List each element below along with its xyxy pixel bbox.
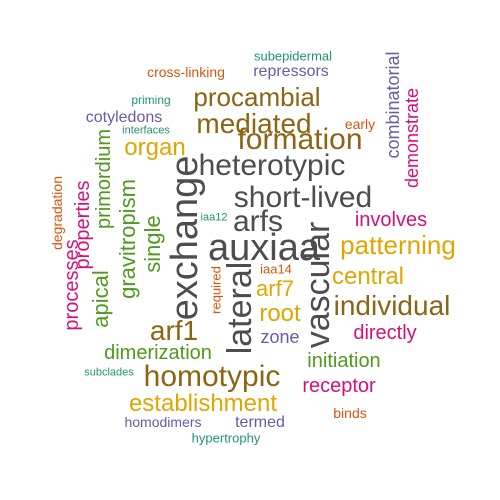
word-subclades: subclades: [84, 366, 134, 379]
word-combinatorial: combinatorial: [383, 51, 403, 159]
word-arfs: arfs: [232, 205, 284, 238]
word-hypertrophy: hypertrophy: [191, 430, 261, 446]
word-central: central: [331, 263, 405, 290]
word-vascular: vascular: [299, 221, 337, 349]
word-iaa12: iaa12: [200, 211, 228, 224]
word-interfaces: interfaces: [122, 124, 170, 137]
word-heterotypic: heterotypic: [198, 149, 346, 182]
word-zone: zone: [260, 327, 300, 347]
word-patterning: patterning: [340, 230, 456, 260]
word-gravitropism: gravitropism: [115, 179, 140, 299]
word-homotypic: homotypic: [143, 360, 281, 393]
word-degradation: degradation: [49, 176, 65, 250]
word-binds: binds: [333, 405, 367, 421]
word-early: early: [344, 116, 376, 132]
word-formation: formation: [237, 123, 363, 156]
word-homodimers: homodimers: [124, 414, 202, 430]
word-cotyledons: cotyledons: [85, 109, 163, 126]
word-directly: directly: [353, 322, 417, 344]
word-involves: involves: [354, 209, 428, 231]
word-auxiaa: auxiaa: [208, 227, 320, 269]
word-demonstrate: demonstrate: [402, 87, 422, 189]
word-required: required: [208, 266, 224, 314]
word-apical: apical: [88, 270, 113, 328]
word-root: root: [259, 300, 301, 327]
word-repressors: repressors: [253, 63, 329, 80]
word-arf7: arf7: [256, 276, 294, 301]
word-priming: priming: [131, 93, 171, 107]
word-individual: individual: [333, 290, 451, 321]
word-short-lived: short-lived: [233, 181, 373, 214]
word-establishment: establishment: [128, 390, 278, 417]
word-mediated: mediated: [196, 108, 312, 139]
word-organ: organ: [124, 134, 186, 161]
word-processes: processes: [61, 239, 83, 331]
word-procambial: procambial: [193, 82, 321, 112]
word-cross-linking: cross-linking: [147, 64, 225, 80]
word-primordium: primordium: [93, 128, 115, 230]
word-single: single: [140, 215, 165, 273]
word-termed: termed: [235, 414, 285, 431]
word-subepidermal: subepidermal: [253, 48, 333, 64]
word-lateral: lateral: [221, 261, 259, 355]
word-arf1: arf1: [149, 315, 199, 346]
word-dimerization: dimerization: [104, 342, 212, 364]
word-iaa14: iaa14: [260, 261, 292, 277]
word-receptor: receptor: [302, 375, 376, 397]
word-initiation: initiation: [307, 350, 381, 372]
